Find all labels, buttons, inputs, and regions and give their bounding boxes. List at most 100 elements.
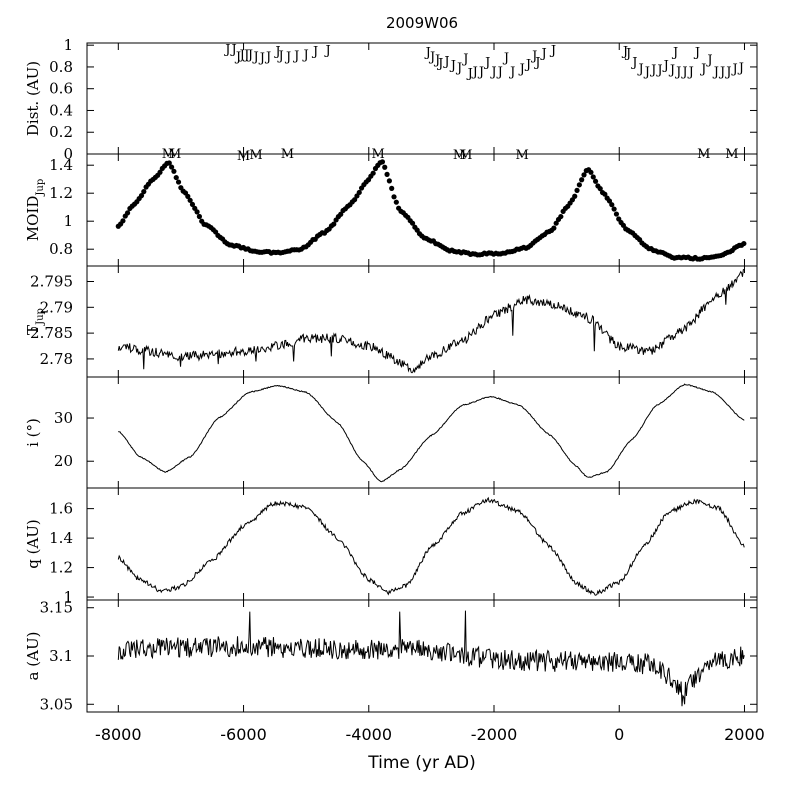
moid-point [338, 211, 344, 217]
moid-point [382, 164, 388, 170]
marker-J-25: J [471, 65, 478, 80]
marker-J-26: J [477, 65, 484, 80]
marker-J-3: J [238, 48, 245, 63]
marker-J-45: J [662, 59, 669, 74]
x-tick-label-2: -4000 [346, 725, 393, 744]
marker-J-29: J [496, 65, 503, 80]
x-tick-label-0: -8000 [95, 725, 142, 744]
marker-J-58: J [737, 61, 744, 76]
moid-point [124, 210, 131, 216]
series-line-a [117, 610, 745, 707]
moid-point [386, 178, 392, 184]
panel-frame-incl [86, 376, 758, 489]
y-tick-label-incl-1: 30 [54, 409, 73, 427]
moid-point [393, 199, 399, 205]
panel-frame-q [86, 487, 758, 601]
marker-J-8: J [264, 50, 271, 65]
moid-point [592, 178, 599, 184]
moid-point [173, 174, 179, 181]
marker-J-57: J [730, 62, 737, 77]
marker-J-53: J [705, 53, 712, 68]
marker-J-35: J [533, 55, 540, 70]
moid-point [409, 220, 416, 226]
moid-point [194, 209, 200, 215]
marker-J-52: J [699, 62, 706, 77]
y-tick-label-dist-4: 0.8 [49, 58, 73, 76]
marker-M-6: M [453, 148, 466, 163]
x-axis-label: Time (yr AD) [367, 753, 475, 773]
moid-point [741, 240, 747, 247]
moid-point [185, 193, 191, 199]
moid-point [391, 194, 397, 200]
moid-point [613, 211, 620, 217]
moid-point [611, 206, 617, 212]
moid-point [175, 179, 182, 185]
panel-frame-a [86, 599, 758, 713]
marker-J-31: J [508, 65, 515, 80]
moid-point [196, 213, 202, 220]
marker-J-0: J [223, 42, 230, 57]
moid-point [370, 170, 376, 176]
marker-J-50: J [687, 65, 694, 80]
marker-J-14: J [311, 45, 318, 60]
marker-J-55: J [718, 65, 725, 80]
marker-J-18: J [433, 53, 440, 68]
y-tick-label-moid-3: 1.4 [49, 156, 73, 174]
marker-J-48: J [674, 65, 681, 80]
marker-J-7: J [258, 51, 265, 66]
moid-point [572, 193, 578, 199]
moid-point [187, 197, 193, 203]
x-tick-label-5: 2000 [724, 725, 765, 744]
moid-point [356, 189, 362, 196]
marker-J-28: J [489, 65, 496, 80]
y-tick-label-a-2: 3.15 [40, 599, 73, 617]
moid-point [609, 202, 615, 208]
moid-point [602, 191, 608, 197]
moid-point [379, 159, 386, 165]
moid-point [553, 220, 559, 226]
marker-J-54: J [712, 65, 719, 80]
y-tick-label-dist-1: 0.2 [49, 123, 73, 141]
moid-point [157, 169, 163, 175]
marker-J-34: J [530, 49, 537, 64]
moid-point [574, 187, 580, 193]
y-tick-label-dist-2: 0.4 [49, 101, 73, 119]
marker-J-13: J [302, 48, 309, 63]
marker-J-15: J [323, 43, 330, 58]
y-tick-label-moid-1: 1 [63, 212, 73, 230]
moid-point [588, 169, 594, 175]
moid-point [581, 172, 587, 178]
marker-J-21: J [449, 59, 456, 74]
moid-point [606, 198, 613, 204]
panel-frame-dist [86, 42, 758, 155]
moid-point [389, 185, 395, 191]
x-axis: -8000 -6000 -4000 -2000 0 2000 [95, 725, 765, 744]
y-axis-label-moid: MOIDJup [24, 179, 46, 241]
x-tick-label-4: 0 [614, 725, 624, 744]
y-axis-label-dist: Dist. (AU) [24, 61, 42, 136]
series-line-q [117, 496, 745, 596]
moid-point [189, 201, 196, 208]
y-axis-label-q: q (AU) [24, 519, 42, 569]
moid-point [171, 168, 177, 174]
y-tick-label-moid-2: 1.2 [49, 184, 73, 202]
marker-J-39: J [624, 47, 631, 62]
marker-J-1: J [230, 42, 237, 57]
marker-J-32: J [518, 62, 525, 77]
panel-frame-tjup [86, 265, 758, 378]
marker-J-41: J [637, 62, 644, 77]
marker-J-36: J [539, 47, 546, 62]
moid-point [576, 182, 582, 188]
series-line-tjup [117, 268, 745, 374]
y-axis-label-a: a (AU) [24, 632, 42, 681]
marker-J-43: J [649, 63, 656, 78]
series-line-incl [118, 383, 745, 483]
marker-M-7: M [459, 148, 472, 163]
moid-point [597, 186, 603, 192]
marker-J-10: J [277, 49, 284, 64]
marker-J-37: J [549, 43, 556, 58]
moid-point [558, 213, 564, 220]
